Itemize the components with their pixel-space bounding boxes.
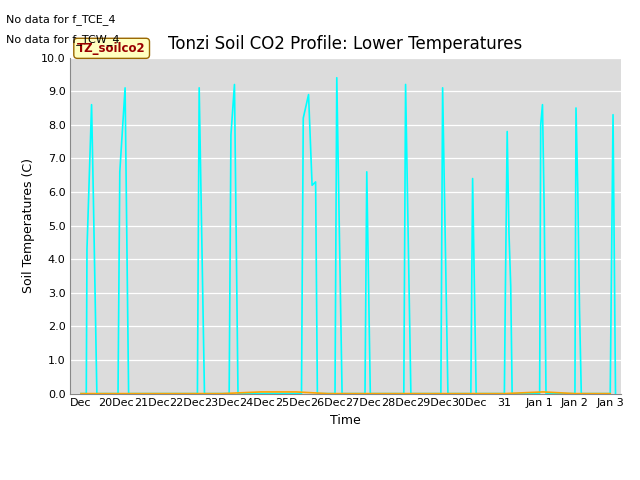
Tree2 -8cm <box>93 391 100 396</box>
Tree2 -8cm <box>612 391 620 396</box>
Tree2 -8cm <box>474 391 482 396</box>
Text: No data for f_TCE_4: No data for f_TCE_4 <box>6 14 116 25</box>
Tree -8cm <box>218 391 226 396</box>
Tree -8cm <box>465 391 473 396</box>
Tree -8cm <box>540 389 547 395</box>
Tree2 -8cm <box>507 283 515 289</box>
Tree2 -8cm <box>195 85 203 91</box>
Tree -8cm <box>77 391 85 396</box>
Tree2 -8cm <box>77 391 85 396</box>
Tree -8cm <box>571 391 579 396</box>
Tree -8cm <box>606 391 614 396</box>
Tree -8cm <box>395 391 403 396</box>
Tree -8cm <box>148 391 156 396</box>
Tree -8cm <box>257 389 265 395</box>
Tree2 -8cm <box>127 391 134 396</box>
Line: Tree -8cm: Tree -8cm <box>81 392 610 394</box>
Tree -8cm <box>360 391 367 396</box>
Legend: Open -8cm, Tree -8cm, Tree2 -8cm: Open -8cm, Tree -8cm, Tree2 -8cm <box>159 474 532 480</box>
Tree2 -8cm <box>333 75 340 81</box>
Title: Tonzi Soil CO2 Profile: Lower Temperatures: Tonzi Soil CO2 Profile: Lower Temperatur… <box>168 35 523 53</box>
Tree -8cm <box>292 389 300 395</box>
Tree -8cm <box>113 391 120 396</box>
Tree -8cm <box>500 391 508 396</box>
Y-axis label: Soil Temperatures (C): Soil Temperatures (C) <box>22 158 35 293</box>
Tree2 -8cm <box>409 391 417 396</box>
X-axis label: Time: Time <box>330 414 361 427</box>
Text: TZ_soilco2: TZ_soilco2 <box>77 42 146 55</box>
Tree -8cm <box>324 391 332 396</box>
Tree -8cm <box>430 391 438 396</box>
Text: No data for f_TCW_4: No data for f_TCW_4 <box>6 34 120 45</box>
Line: Tree2 -8cm: Tree2 -8cm <box>81 78 616 394</box>
Tree -8cm <box>183 391 191 396</box>
